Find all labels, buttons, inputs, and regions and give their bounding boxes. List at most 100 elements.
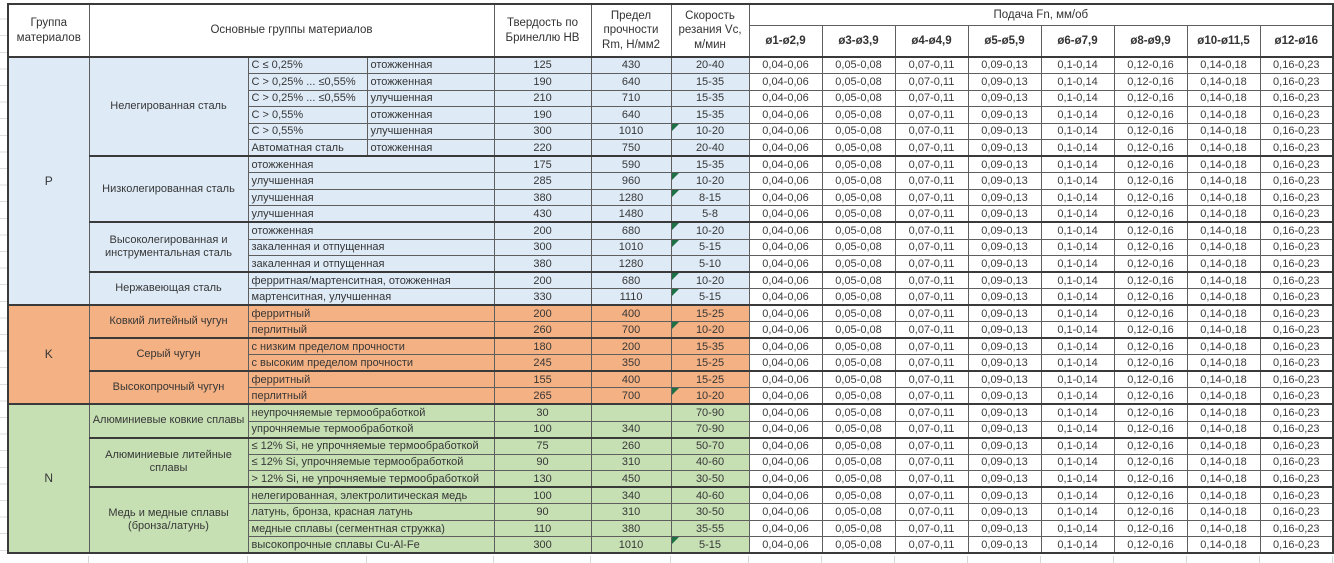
feed-cell: 0,04-0,06 (748, 221, 823, 240)
feed-cell: 0,12-0,16 (1113, 271, 1188, 290)
feed-cell: 0,05-0,08 (821, 56, 896, 75)
feed-cell: 0,14-0,18 (1186, 139, 1261, 158)
material-state-cell: отожженная (366, 139, 495, 158)
feed-cell: 0,04-0,06 (748, 370, 823, 389)
gridline-tick (88, 556, 89, 563)
feed-cell: 0,05-0,08 (821, 354, 896, 373)
feed-cell: 0,14-0,18 (1186, 73, 1261, 91)
feed-cell: 0,14-0,18 (1186, 387, 1261, 406)
feed-cell: 0,16-0,23 (1259, 56, 1334, 75)
vc-value: 15-35 (695, 75, 725, 88)
feed-cell: 0,04-0,06 (748, 453, 823, 472)
feed-cell: 0,09-0,13 (967, 420, 1042, 439)
feed-cell: 0,14-0,18 (1186, 486, 1261, 505)
vc-cell: 70-90 (670, 403, 750, 422)
feed-cell: 0,1-0,14 (1040, 470, 1115, 489)
feed-cell: 0,1-0,14 (1040, 370, 1115, 389)
material-spec-cell: C > 0,25% ... ≤0,55% (247, 73, 368, 91)
table-row: Высоколегированная и инструментальная ст… (8, 221, 1334, 274)
vc-value: 15-25 (695, 356, 725, 369)
feed-cell: 0,05-0,08 (821, 106, 896, 124)
feed-cell: 0,05-0,08 (821, 288, 896, 307)
feed-cell: 0,16-0,23 (1259, 304, 1334, 323)
feed-cell: 0,05-0,08 (821, 271, 896, 290)
feed-cell: 0,04-0,06 (748, 122, 823, 141)
material-spec-cell: улучшенная (247, 172, 495, 190)
material-state-cell: отожженная (366, 73, 495, 91)
feed-cell: 0,09-0,13 (967, 503, 1042, 521)
feed-cell: 0,12-0,16 (1113, 536, 1188, 555)
feed-cell: 0,07-0,11 (894, 106, 969, 124)
feed-cell: 0,05-0,08 (821, 205, 896, 224)
rm-cell: 400 (590, 370, 672, 389)
feed-cell: 0,1-0,14 (1040, 188, 1115, 207)
vc-cell: 10-20 (670, 387, 750, 406)
feed-cell: 0,05-0,08 (821, 304, 896, 323)
hb-cell: 245 (493, 354, 592, 373)
group-code-cell: N (7, 403, 90, 555)
material-spec-cell: > 12% Si, не упрочняемые термообработкой (247, 470, 495, 489)
vc-value: 15-35 (695, 108, 725, 121)
material-spec-cell: ферритный (247, 370, 495, 389)
hb-cell: 200 (493, 304, 592, 323)
vc-value: 70-90 (695, 423, 725, 435)
hb-cell: 300 (493, 536, 592, 555)
feed-cell: 0,07-0,11 (894, 271, 969, 290)
vc-cell: 15-35 (670, 106, 750, 124)
feed-cell: 0,09-0,13 (967, 106, 1042, 124)
feed-cell: 0,07-0,11 (894, 337, 969, 356)
note-flag-icon (672, 322, 679, 330)
header-cutting-speed-vc: Скорость резания Vc, м/мин (670, 3, 750, 58)
vc-value: 30-50 (695, 472, 725, 485)
feed-cell: 0,14-0,18 (1186, 453, 1261, 472)
feed-cell: 0,12-0,16 (1113, 205, 1188, 224)
rm-cell: 260 (590, 437, 672, 455)
rm-cell: 640 (590, 106, 672, 124)
gridline-tick (1113, 556, 1114, 563)
note-flag-icon (672, 273, 679, 281)
feed-cell: 0,09-0,13 (967, 337, 1042, 356)
feed-cell: 0,12-0,16 (1113, 304, 1188, 323)
vc-value: 10-20 (695, 274, 725, 287)
sheet-gridlines-bottom (7, 556, 1333, 563)
gridline-tick (493, 556, 494, 563)
feed-cell: 0,1-0,14 (1040, 337, 1115, 356)
vc-cell: 5-8 (670, 205, 750, 224)
feed-cell: 0,09-0,13 (967, 89, 1042, 108)
feed-cell: 0,05-0,08 (821, 470, 896, 489)
feed-cell: 0,14-0,18 (1186, 255, 1261, 274)
feed-cell: 0,12-0,16 (1113, 354, 1188, 373)
vc-cell: 10-20 (670, 221, 750, 240)
feed-cell: 0,1-0,14 (1040, 271, 1115, 290)
feed-cell: 0,09-0,13 (967, 370, 1042, 389)
header-diameter-7: ø10-ø11,5 (1186, 24, 1261, 58)
feed-cell: 0,09-0,13 (967, 536, 1042, 555)
material-spec-cell: Автоматная сталь (247, 139, 368, 158)
gridline-tick (748, 556, 749, 563)
feed-cell: 0,04-0,06 (748, 271, 823, 290)
feed-cell: 0,12-0,16 (1113, 370, 1188, 389)
table-row: улучшенная 430 1480 5-8 0,04-0,06 0,05-0,08 0,… (8, 205, 1334, 224)
rm-cell: 350 (590, 354, 672, 373)
feed-cell: 0,12-0,16 (1113, 486, 1188, 505)
feed-cell: 0,07-0,11 (894, 56, 969, 75)
feed-cell: 0,04-0,06 (748, 503, 823, 521)
feed-cell: 0,14-0,18 (1186, 321, 1261, 340)
rm-cell: 450 (590, 470, 672, 489)
feed-cell: 0,09-0,13 (967, 139, 1042, 158)
material-spec-cell: C > 0,55% (247, 122, 368, 141)
rm-cell: 400 (590, 304, 672, 323)
hb-cell: 330 (493, 288, 592, 307)
feed-cell: 0,07-0,11 (894, 453, 969, 472)
feed-cell: 0,12-0,16 (1113, 172, 1188, 190)
feed-cell: 0,07-0,11 (894, 370, 969, 389)
rm-cell: 1010 (590, 122, 672, 141)
feed-cell: 0,14-0,18 (1186, 205, 1261, 224)
feed-cell: 0,14-0,18 (1186, 519, 1261, 538)
feed-cell: 0,05-0,08 (821, 238, 896, 257)
rm-cell: 310 (590, 453, 672, 472)
vc-value: 5-15 (699, 241, 722, 254)
hb-cell: 200 (493, 221, 592, 240)
feed-cell: 0,09-0,13 (967, 205, 1042, 224)
vc-value: 15-35 (695, 340, 725, 353)
